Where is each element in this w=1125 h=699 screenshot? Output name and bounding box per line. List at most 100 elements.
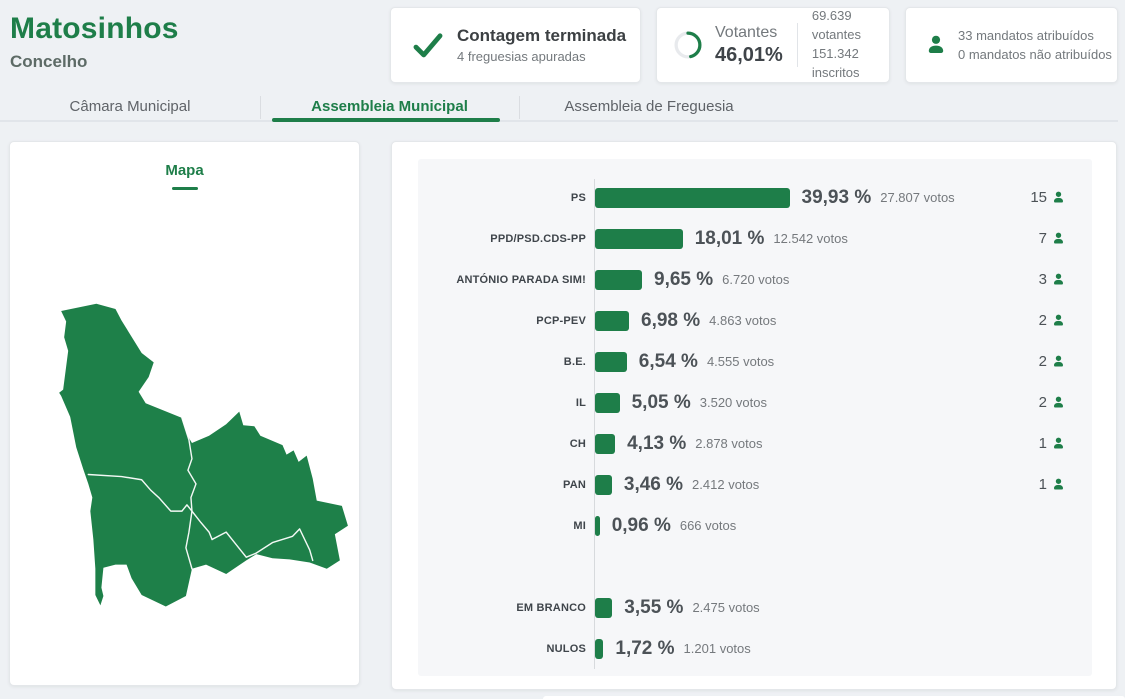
result-bar[interactable] (595, 597, 613, 618)
chart-row: IL 5,05 % 3.520 votos 2 (418, 382, 1092, 423)
chart-row: ANTÓNIO PARADA SIM! 9,65 % 6.720 votos 3 (418, 259, 1092, 300)
counting-status-title: Contagem terminada (457, 26, 627, 45)
concelho-map-shape (59, 303, 348, 607)
result-bar[interactable] (595, 515, 600, 536)
map-tab-label: Mapa (165, 162, 204, 179)
turnout-voters: 69.639 votantes (811, 8, 861, 43)
check-icon (411, 28, 445, 62)
party-label: B.E. (563, 355, 586, 368)
chart-row: B.E. 6,54 % 4.555 votos 2 (418, 341, 1092, 382)
percent-value: 6,54 % (638, 350, 698, 372)
map-card: Mapa (9, 141, 360, 686)
party-label: ANTÓNIO PARADA SIM! (456, 273, 586, 286)
percent-value: 4,13 % (627, 432, 687, 454)
percent-value: 0,96 % (611, 514, 671, 536)
tab-assembleia-freguesia[interactable]: Assembleia de Freguesia (564, 98, 734, 115)
chart-row: PAN 3,46 % 2.412 votos 1 (418, 464, 1092, 505)
turnout-arc (674, 31, 702, 59)
mandates-count: 7 (1038, 230, 1047, 247)
mandates-unassigned: 0 mandatos não atribuídos (958, 47, 1112, 62)
mandates: 1 (1039, 435, 1066, 452)
result-bar[interactable] (595, 433, 616, 454)
party-label: PS (570, 191, 586, 204)
votes-value: 666 votos (679, 518, 737, 533)
freguesia-borders (87, 417, 314, 570)
mandates-count: 1 (1038, 476, 1047, 493)
votes-value: 2.412 votos (692, 477, 760, 492)
percent-value: 3,55 % (624, 596, 684, 618)
person-icon (924, 33, 948, 57)
percent-value: 3,46 % (623, 473, 684, 495)
result-bar[interactable] (595, 310, 629, 331)
party-label: IL (575, 396, 586, 409)
mandates: 7 (1039, 230, 1066, 247)
map-tab[interactable]: Mapa (10, 162, 359, 190)
active-tab-underline (272, 118, 500, 122)
party-label: MI (573, 519, 586, 532)
person-icon (1054, 232, 1063, 244)
turnout-percent: 46,01% (715, 43, 783, 66)
mandates-assigned: 33 mandatos atribuídos (958, 27, 1094, 43)
person-icon (1054, 314, 1063, 326)
party-label: EM BRANCO (516, 601, 586, 614)
tab-divider (260, 96, 261, 119)
votes-value: 12.542 votos (773, 231, 848, 246)
mandates: 2 (1039, 353, 1066, 370)
result-bar[interactable] (595, 392, 620, 413)
percent-value: 18,01 % (694, 227, 765, 249)
votes-value: 4.863 votos (709, 313, 777, 328)
map-tab-active-dash (171, 187, 198, 190)
tab-assembleia-municipal[interactable]: Assembleia Municipal (311, 98, 468, 115)
person-icon (1054, 437, 1063, 449)
mandates: 2 (1039, 394, 1066, 411)
result-bar[interactable] (595, 269, 642, 290)
person-icon (1054, 478, 1063, 490)
votes-value: 27.807 votos (880, 190, 955, 205)
chart-row: PS 39,93 % 27.807 votos 15 (418, 177, 1092, 218)
tab-camara-municipal[interactable]: Câmara Municipal (69, 98, 191, 115)
result-bar[interactable] (595, 638, 604, 659)
turnout-card: Votantes 46,01% 69.639 votantes 151.342 … (656, 7, 890, 83)
party-label: PAN (562, 478, 586, 491)
divider (796, 23, 798, 67)
votes-value: 2.475 votos (692, 600, 760, 615)
chart-row: CH 4,13 % 2.878 votos 1 (418, 423, 1092, 464)
chart-rows: PS 39,93 % 27.807 votos 15 PPD/PSD.CDS-P… (418, 177, 1092, 669)
party-label: NULOS (546, 642, 586, 655)
person-icon (1054, 191, 1063, 203)
votes-value: 2.878 votos (695, 436, 763, 451)
result-bar[interactable] (595, 187, 790, 208)
tab-divider (519, 96, 520, 119)
tabbar-border (0, 120, 1118, 122)
mandates-count: 2 (1038, 312, 1047, 329)
mandates: 3 (1039, 271, 1066, 288)
result-bar[interactable] (595, 474, 612, 495)
mandates: 1 (1039, 476, 1066, 493)
concelho-map[interactable] (38, 288, 360, 618)
mandates-count: 3 (1038, 271, 1047, 288)
counting-status-subtitle: 4 freguesias apuradas (457, 49, 586, 64)
chart-row: EM BRANCO 3,55 % 2.475 votos (418, 587, 1092, 628)
votes-value: 1.201 votos (683, 641, 751, 656)
percent-value: 6,98 % (641, 309, 701, 331)
donut-progress-icon (674, 31, 702, 59)
turnout-registered: 151.342 inscritos (811, 46, 860, 80)
party-label: CH (569, 437, 586, 450)
percent-value: 39,93 % (801, 186, 872, 208)
person-icon (1054, 273, 1063, 285)
chart-row: PPD/PSD.CDS-PP 18,01 % 12.542 votos 7 (418, 218, 1092, 259)
mandates-count: 1 (1038, 435, 1047, 452)
chart-row: PCP-PEV 6,98 % 4.863 votos 2 (418, 300, 1092, 341)
chart-row: MI 0,96 % 666 votos (418, 505, 1092, 546)
result-bar[interactable] (595, 351, 627, 372)
chart-row: NULOS 1,72 % 1.201 votos (418, 628, 1092, 669)
chart-axis-line (594, 179, 595, 669)
party-label: PCP-PEV (536, 314, 586, 327)
result-bar[interactable] (595, 228, 683, 249)
mandates: 2 (1039, 312, 1066, 329)
person-icon (1054, 396, 1063, 408)
mandates-count: 2 (1038, 353, 1047, 370)
party-label: PPD/PSD.CDS-PP (490, 232, 586, 245)
chart-group-gap (418, 546, 1092, 587)
